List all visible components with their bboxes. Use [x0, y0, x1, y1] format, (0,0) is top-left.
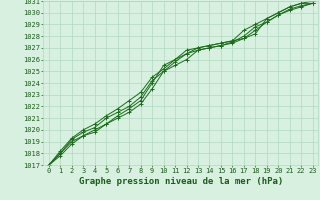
- X-axis label: Graphe pression niveau de la mer (hPa): Graphe pression niveau de la mer (hPa): [79, 177, 283, 186]
